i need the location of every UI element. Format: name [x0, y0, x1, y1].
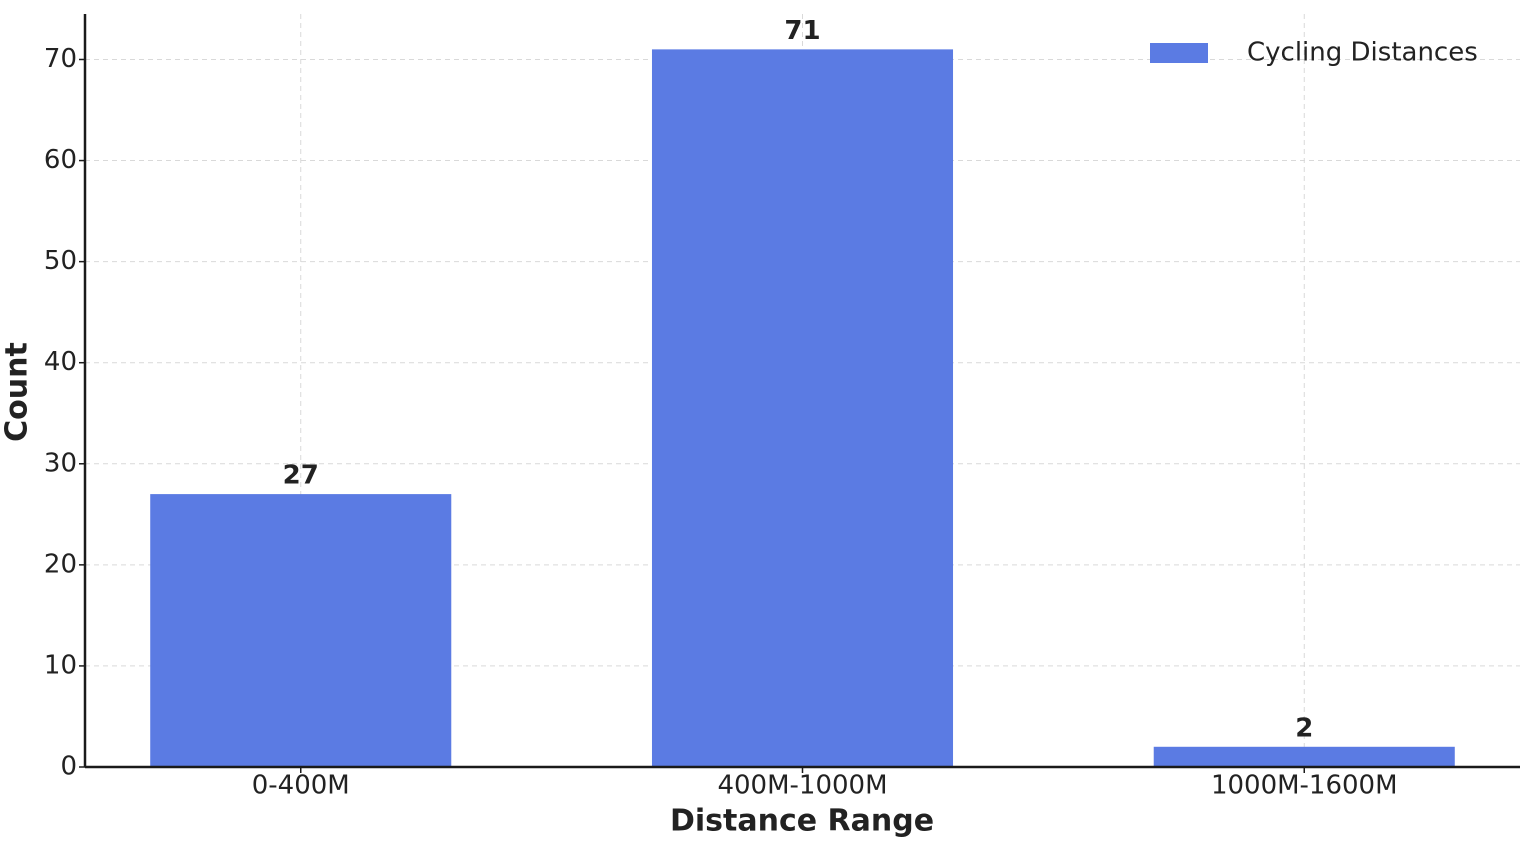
legend-label: Cycling Distances [1247, 38, 1478, 68]
x-tick-label: 400M-1000M [717, 771, 887, 801]
value-label: 71 [784, 16, 820, 46]
y-tick-label: 10 [44, 650, 77, 680]
y-tick-label: 0 [60, 752, 77, 782]
bar [150, 494, 452, 767]
legend-swatch [1150, 43, 1208, 63]
x-axis-label: Distance Range [670, 804, 934, 839]
x-tick-label: 1000M-1600M [1211, 771, 1398, 801]
y-tick-label: 60 [44, 145, 77, 175]
bar [1153, 746, 1455, 767]
value-label: 27 [283, 461, 319, 491]
y-tick-label: 30 [44, 448, 77, 478]
y-axis-label: Count [0, 342, 35, 442]
x-tick-label: 0-400M [252, 771, 350, 801]
value-label: 2 [1295, 713, 1313, 743]
y-tick-label: 70 [44, 44, 77, 74]
y-tick-label: 40 [44, 347, 77, 377]
y-tick-label: 50 [44, 246, 77, 276]
y-tick-label: 20 [44, 549, 77, 579]
bar [651, 49, 954, 767]
